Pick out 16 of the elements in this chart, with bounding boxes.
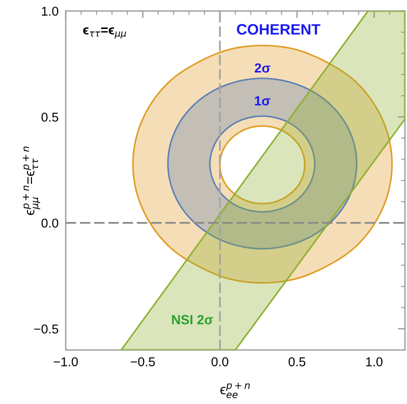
y-tick-label: 1.0: [42, 6, 58, 16]
series-label: 1σ: [254, 96, 270, 106]
x-tick-label: −0.5: [130, 357, 155, 366]
x-tick-label: 0.0: [212, 357, 228, 366]
series-label: 2σ: [254, 63, 270, 73]
x-tick-label: −1.0: [54, 357, 78, 366]
x-tick-label: 1.0: [366, 357, 383, 366]
y-tick-label: 0.5: [41, 112, 58, 122]
annotation: ϵ$_{ττ}$=ϵ$_{μμ}$: [83, 27, 126, 38]
y-tick-label: −0.5: [34, 324, 58, 334]
annotation: COHERENT: [236, 24, 320, 35]
y-tick-label: 0.0: [41, 218, 58, 228]
x-tick-label: 0.5: [288, 357, 306, 366]
text: ϵ$^{p+n}$$_{μμ}$=ϵ$^{p+n}$$_{ττ}$: [22, 146, 40, 215]
x-axis-title: ϵ$^{p+n}$$_{ee}$: [220, 382, 250, 398]
series-label: NSI 2σ: [172, 315, 213, 324]
